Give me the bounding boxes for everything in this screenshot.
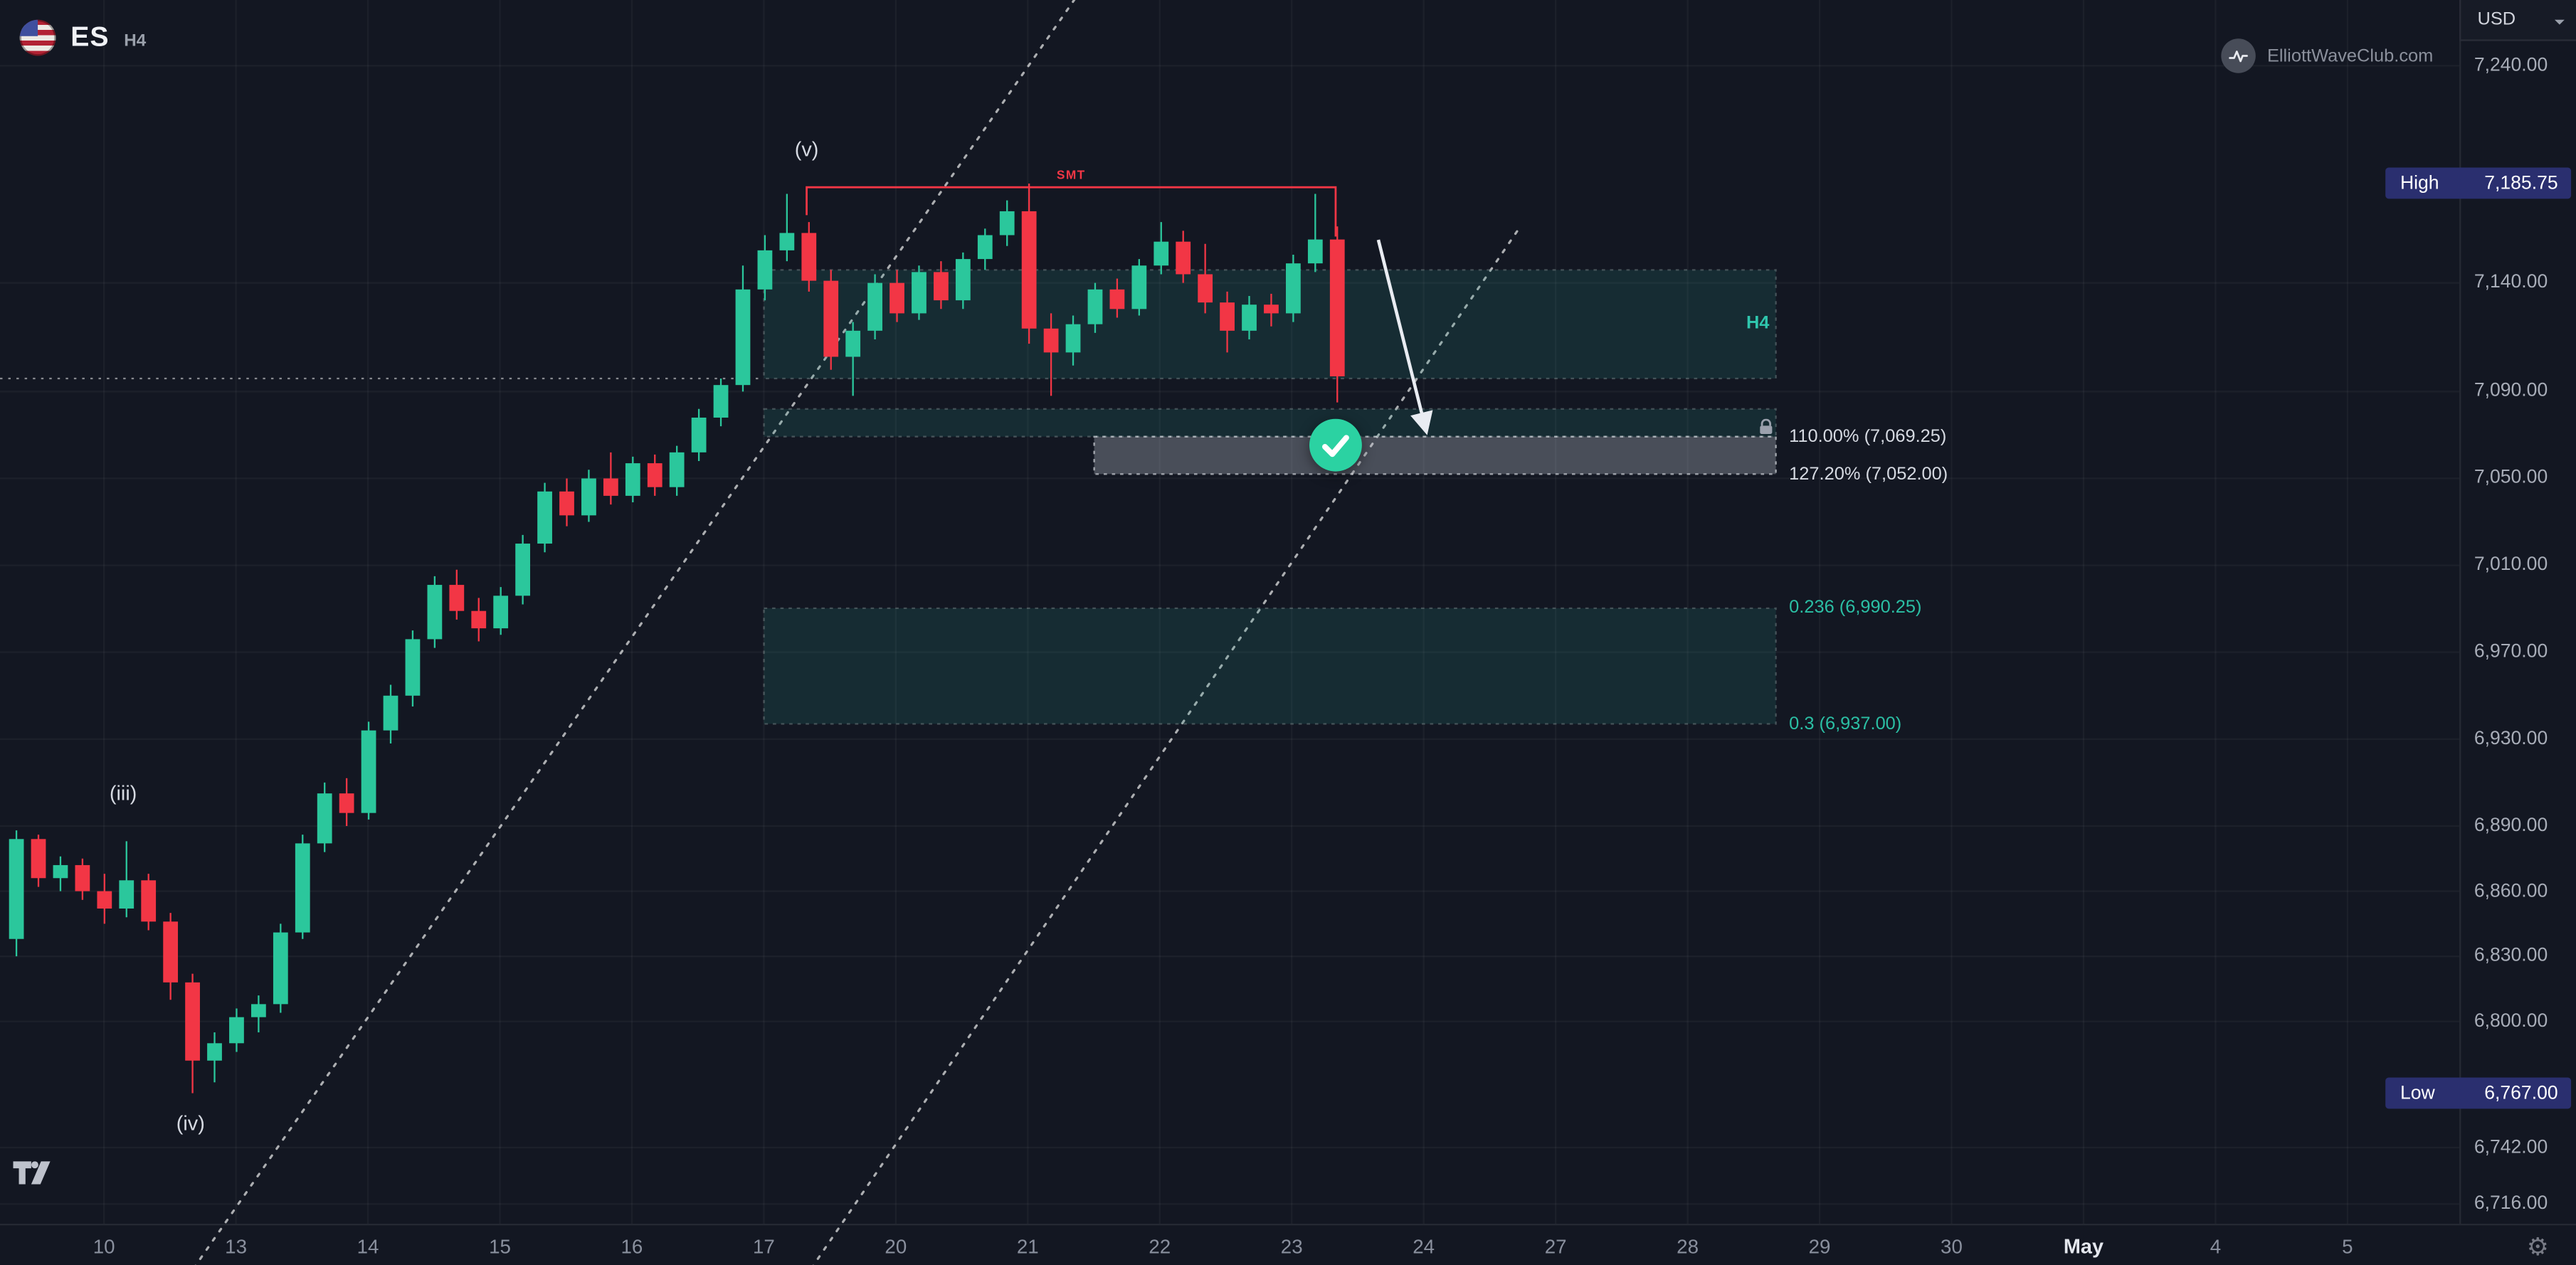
time-tick-label: 29 bbox=[1808, 1235, 1831, 1259]
waveform-icon bbox=[2221, 38, 2256, 73]
symbol-header: ES H4 bbox=[19, 19, 147, 56]
low-badge-value: 6,767.00 bbox=[2484, 1083, 2558, 1103]
high-price-badge: High 7,185.75 bbox=[2385, 168, 2572, 199]
symbol-timeframe: H4 bbox=[124, 31, 147, 51]
price-axis[interactable]: 7,240.00 7,140.00 7,090.00 7,050.00 7,010.00… bbox=[2459, 0, 2576, 1224]
price-tick-label: 7,090.00 bbox=[2474, 381, 2548, 402]
price-tick-label: 6,716.00 bbox=[2474, 1194, 2548, 1214]
time-tick-label: 15 bbox=[489, 1235, 511, 1259]
time-tick-label: 13 bbox=[225, 1235, 248, 1259]
time-tick-label: 21 bbox=[1016, 1235, 1039, 1259]
price-tick-label: 6,860.00 bbox=[2474, 881, 2548, 901]
candlestick-series[interactable] bbox=[9, 183, 1345, 1094]
price-tick-label: 7,010.00 bbox=[2474, 555, 2548, 576]
price-tick-label: 7,140.00 bbox=[2474, 272, 2548, 293]
brand-watermark-text: ElliottWaveClub.com bbox=[2266, 46, 2434, 66]
symbol-ticker: ES bbox=[70, 21, 110, 53]
projection-arrow[interactable] bbox=[1376, 239, 1433, 435]
smt-divergence-line[interactable] bbox=[806, 186, 1337, 237]
brand-watermark: ElliottWaveClub.com bbox=[2221, 38, 2433, 73]
price-tick-label: 6,800.00 bbox=[2474, 1011, 2548, 1032]
time-tick-label: 17 bbox=[752, 1235, 775, 1259]
price-tick-label: 6,930.00 bbox=[2474, 729, 2548, 749]
currency-selector[interactable]: USD bbox=[2459, 0, 2576, 41]
time-tick-label: 4 bbox=[2210, 1235, 2222, 1259]
price-tick-label: 7,240.00 bbox=[2474, 55, 2548, 76]
fib-retracement-zone[interactable] bbox=[763, 607, 1777, 725]
time-tick-label: 10 bbox=[93, 1235, 115, 1259]
fib-extension-target-zone[interactable] bbox=[1093, 435, 1777, 475]
high-badge-label: High bbox=[2400, 174, 2439, 194]
dotted-trendline-2[interactable] bbox=[811, 228, 1519, 1265]
us-flag-icon bbox=[19, 19, 56, 56]
h4-supply-zone[interactable] bbox=[763, 269, 1777, 380]
time-tick-label: 23 bbox=[1280, 1235, 1303, 1259]
time-tick-label: 28 bbox=[1677, 1235, 1699, 1259]
price-tick-label: 6,970.00 bbox=[2474, 642, 2548, 662]
currency-label: USD bbox=[2477, 9, 2516, 30]
time-tick-label: 16 bbox=[621, 1235, 643, 1259]
time-tick-label: 5 bbox=[2342, 1235, 2353, 1259]
time-tick-label: 14 bbox=[357, 1235, 379, 1259]
h4-fvg-zone[interactable] bbox=[763, 408, 1777, 438]
time-tick-label: 22 bbox=[1149, 1235, 1171, 1259]
time-tick-label: 24 bbox=[1413, 1235, 1435, 1259]
high-badge-value: 7,185.75 bbox=[2484, 174, 2558, 194]
time-tick-label: 20 bbox=[885, 1235, 907, 1259]
dotted-trendline-1[interactable] bbox=[194, 0, 1081, 1265]
low-badge-label: Low bbox=[2400, 1083, 2435, 1103]
price-tick-label: 6,890.00 bbox=[2474, 816, 2548, 836]
time-tick-label: May bbox=[2063, 1235, 2104, 1259]
tradingview-logo[interactable] bbox=[13, 1161, 54, 1187]
low-price-badge: Low 6,767.00 bbox=[2385, 1077, 2572, 1109]
time-axis[interactable]: 10 13 14 15 16 17 20 21 22 23 24 27 28 29 30 May 4 5 bbox=[0, 1223, 2576, 1265]
price-tick-label: 6,830.00 bbox=[2474, 946, 2548, 967]
time-tick-label: 27 bbox=[1544, 1235, 1567, 1259]
price-tick-label: 6,742.00 bbox=[2474, 1137, 2548, 1158]
price-tick-label: 7,050.00 bbox=[2474, 468, 2548, 489]
settings-gear-button[interactable]: ⚙ bbox=[2526, 1233, 2549, 1262]
chevron-down-icon bbox=[2554, 19, 2565, 30]
time-tick-label: 30 bbox=[1941, 1235, 1963, 1259]
